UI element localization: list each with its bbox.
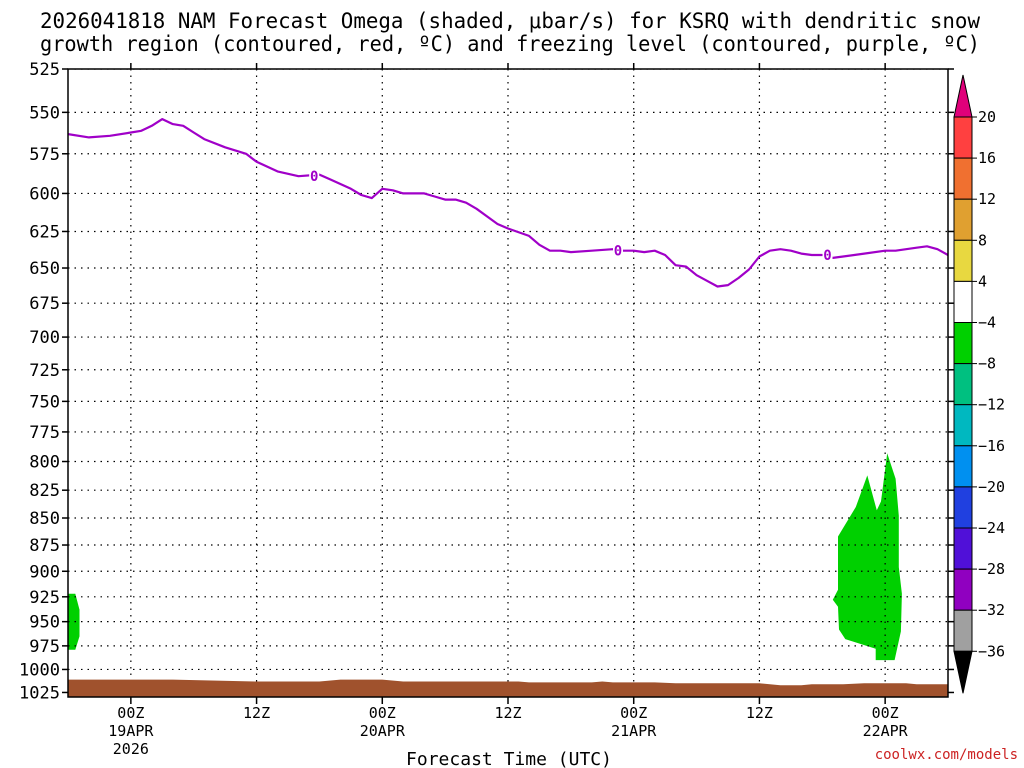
colorbar-label: −4: [978, 314, 996, 332]
y-tick-label: 800: [29, 453, 60, 473]
x-axis-title: Forecast Time (UTC): [406, 749, 612, 768]
y-tick-label: 700: [29, 328, 60, 348]
contour-label: 0: [310, 169, 318, 185]
y-tick-label: 1025: [19, 683, 60, 703]
colorbar-label: −8: [978, 355, 996, 373]
y-axis: 525 550 575 600 625 650 675 700 725 750 775 800 825 8…: [19, 60, 954, 703]
colorbar-swatch: [953, 280, 973, 323]
colorbar-swatch: [953, 198, 973, 241]
colorbar-swatch: [953, 116, 973, 159]
freezing-level-line: [68, 118, 948, 288]
contour-label: 0: [614, 244, 622, 260]
omega-region: [832, 453, 902, 661]
contour-label-bg: [822, 247, 833, 263]
colorbar-label: 8: [978, 231, 987, 249]
colorbar-label: −20: [978, 478, 1005, 496]
colorbar-swatch: [953, 527, 973, 570]
colorbar-label: −24: [978, 519, 1005, 537]
x-tick-label: 12Z: [243, 704, 270, 722]
colorbar-label: −12: [978, 396, 1005, 414]
colorbar-swatch: [953, 322, 973, 365]
y-tick-label: 825: [29, 481, 60, 501]
chart-title: 2026041818 NAM Forecast Omega (shaded, μ…: [40, 9, 980, 56]
colorbar-swatch: [953, 239, 973, 282]
y-tick-label: 775: [29, 423, 60, 443]
y-tick-label: 650: [29, 259, 60, 279]
x-tick-label: 2026: [113, 740, 149, 758]
x-tick-label: 21APR: [611, 722, 657, 740]
x-tick-label: 20APR: [360, 722, 406, 740]
y-tick-label: 925: [29, 588, 60, 608]
plot-content: 0 0 0: [68, 69, 948, 697]
colorbar-label: −16: [978, 437, 1005, 455]
y-tick-label: 975: [29, 637, 60, 657]
y-tick-label: 875: [29, 536, 60, 556]
y-tick-label: 750: [29, 392, 60, 412]
contour-label-bg: [309, 168, 320, 184]
x-tick-label: 12Z: [494, 704, 521, 722]
colorbar-label: 4: [978, 272, 987, 290]
omega-region: [68, 593, 80, 650]
colorbar-label: −36: [978, 642, 1005, 660]
contour-label: 0: [823, 248, 831, 264]
colorbar-legend: 20 16 12 8 4 −4 −8 −12 −16 −20 −24 −28 −32 −36: [953, 74, 1005, 694]
y-tick-label: 725: [29, 361, 60, 381]
x-tick-label: 00Z: [872, 704, 899, 722]
colorbar-label: 16: [978, 149, 996, 167]
y-tick-label: 950: [29, 613, 60, 633]
colorbar-swatch: [953, 609, 973, 652]
x-tick-label: 22APR: [863, 722, 909, 740]
x-tick-label: 19APR: [108, 722, 154, 740]
contour-label-bg: [613, 242, 623, 258]
title-line: growth region (contoured, red, ºC) and f…: [40, 32, 980, 56]
y-tick-label: 1000: [19, 660, 60, 680]
colorbar-bottom-arrow: [953, 650, 973, 694]
y-tick-label: 575: [29, 145, 60, 165]
colorbar-swatch: [953, 363, 973, 406]
colorbar-swatch: [953, 157, 973, 200]
credit-link[interactable]: coolwx.com/models: [875, 747, 1018, 763]
colorbar-label: 20: [978, 108, 996, 126]
y-tick-label: 900: [29, 562, 60, 582]
title-line: 2026041818 NAM Forecast Omega (shaded, μ…: [40, 9, 980, 33]
x-tick-label: 12Z: [746, 704, 773, 722]
terrain-fill: [68, 679, 948, 697]
colorbar-label: 12: [978, 190, 996, 208]
y-tick-label: 550: [29, 103, 60, 123]
colorbar-swatch: [953, 486, 973, 529]
y-tick-label: 675: [29, 294, 60, 314]
y-tick-label: 850: [29, 509, 60, 529]
colorbar-swatch: [953, 404, 973, 447]
y-tick-label: 625: [29, 222, 60, 242]
y-tick-label: 525: [29, 60, 60, 80]
x-tick-label: 00Z: [620, 704, 647, 722]
y-tick-label: 600: [29, 184, 60, 204]
colorbar-swatch: [953, 445, 973, 488]
x-tick-label: 00Z: [117, 704, 144, 722]
plot-area: 0 0 0: [67, 68, 949, 698]
colorbar-swatch: [953, 568, 973, 611]
colorbar-top-arrow: [953, 74, 973, 118]
colorbar-label: −28: [978, 560, 1005, 578]
x-tick-label: 00Z: [369, 704, 396, 722]
colorbar-label: −32: [978, 601, 1005, 619]
